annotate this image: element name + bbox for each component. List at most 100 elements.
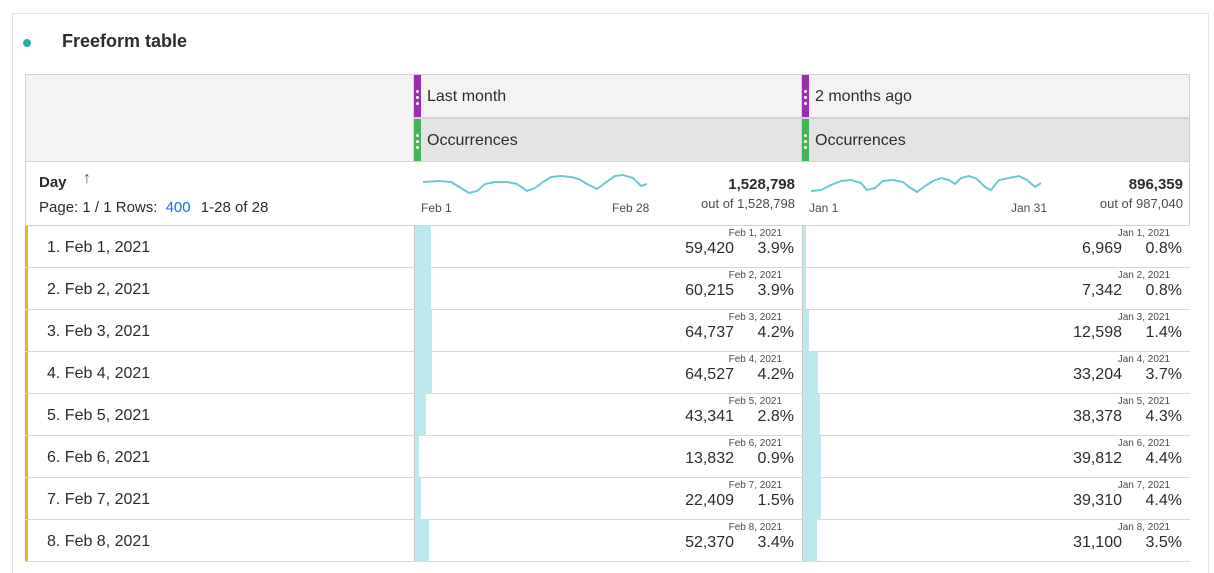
percent-bar xyxy=(803,394,820,436)
metric-cell[interactable]: Jan 2, 2021 7,342 0.8% xyxy=(802,268,1190,310)
percent-bar xyxy=(803,268,806,310)
row-accent-bar xyxy=(25,268,28,309)
cell-value: 43,341 xyxy=(685,408,734,425)
cell-date-label: Feb 2, 2021 xyxy=(728,270,782,281)
column-summary-2-months-ago: Jan 1 Jan 31 896,359 out of 987,040 xyxy=(803,162,1191,226)
percent-bar xyxy=(415,520,429,562)
row-dimension-label[interactable]: 7. Feb 7, 2021 xyxy=(47,491,151,508)
row-accent-bar xyxy=(25,394,28,435)
metric-cell[interactable]: Feb 5, 2021 43,341 2.8% xyxy=(414,394,802,436)
row-accent-bar xyxy=(25,310,28,351)
cell-date-label: Feb 7, 2021 xyxy=(728,480,782,491)
cell-value: 52,370 xyxy=(685,534,734,551)
sparkline xyxy=(422,173,648,195)
freeform-table-panel: Freeform table Last month Occurrences 2 … xyxy=(12,13,1209,573)
cell-percent: 4.2% xyxy=(757,366,794,383)
cell-percent: 3.4% xyxy=(757,534,794,551)
segment-label: Last month xyxy=(427,88,507,105)
metric-cell[interactable]: Feb 4, 2021 64,527 4.2% xyxy=(414,352,802,394)
segment-header-last-month[interactable]: Last month xyxy=(414,74,802,118)
segment-label: 2 months ago xyxy=(815,88,912,105)
column-separator xyxy=(802,310,803,351)
table-row[interactable]: 8. Feb 8, 2021 Feb 8, 2021 52,370 3.4% Jan 8… xyxy=(25,520,1190,562)
drag-handle-icon[interactable] xyxy=(414,119,421,161)
metric-cell[interactable]: Feb 1, 2021 59,420 3.9% xyxy=(414,226,802,268)
column-separator xyxy=(414,478,415,519)
row-dimension-label[interactable]: 5. Feb 5, 2021 xyxy=(47,407,151,424)
metric-cell[interactable]: Jan 3, 2021 12,598 1.4% xyxy=(802,310,1190,352)
rows-label: Rows: xyxy=(115,199,158,216)
column-separator xyxy=(414,436,415,477)
cell-date-label: Jan 8, 2021 xyxy=(1117,522,1170,533)
cell-value: 6,969 xyxy=(1081,240,1122,257)
metric-cell[interactable]: Jan 4, 2021 33,204 3.7% xyxy=(802,352,1190,394)
row-dimension-label[interactable]: 4. Feb 4, 2021 xyxy=(47,365,151,382)
metric-cell[interactable]: Feb 6, 2021 13,832 0.9% xyxy=(414,436,802,478)
sort-ascending-icon[interactable]: ↑ xyxy=(83,170,91,187)
row-dimension-label[interactable]: 2. Feb 2, 2021 xyxy=(47,281,151,298)
cell-value: 60,215 xyxy=(685,282,734,299)
metric-cell[interactable]: Jan 1, 2021 6,969 0.8% xyxy=(802,226,1190,268)
row-dimension-label[interactable]: 1. Feb 1, 2021 xyxy=(47,239,151,256)
row-accent-bar xyxy=(25,478,28,519)
row-dimension-label[interactable]: 8. Feb 8, 2021 xyxy=(47,533,151,550)
drag-handle-icon[interactable] xyxy=(802,119,809,161)
sparkline-start-label: Jan 1 xyxy=(809,201,839,215)
percent-bar xyxy=(415,478,421,520)
cell-percent: 4.4% xyxy=(1145,492,1182,509)
drag-handle-icon[interactable] xyxy=(802,75,809,117)
metric-cell[interactable]: Jan 8, 2021 31,100 3.5% xyxy=(802,520,1190,562)
column-summary-last-month: Feb 1 Feb 28 1,528,798 out of 1,528,798 xyxy=(415,162,803,226)
panel-title[interactable]: Freeform table xyxy=(62,31,188,51)
cell-value: 64,527 xyxy=(685,366,734,383)
cell-percent: 0.8% xyxy=(1145,240,1182,257)
metric-header-occurrences[interactable]: Occurrences xyxy=(414,118,802,162)
percent-bar xyxy=(415,226,431,268)
cell-date-label: Feb 1, 2021 xyxy=(728,228,782,239)
table-row[interactable]: 6. Feb 6, 2021 Feb 6, 2021 13,832 0.9% Jan 6… xyxy=(25,436,1190,478)
cell-percent: 1.5% xyxy=(757,492,794,509)
metric-cell[interactable]: Feb 7, 2021 22,409 1.5% xyxy=(414,478,802,520)
row-dimension-label[interactable]: 6. Feb 6, 2021 xyxy=(47,449,151,466)
sparkline-line xyxy=(810,174,1042,194)
column-separator xyxy=(802,268,803,309)
column-separator xyxy=(802,226,803,267)
cell-value: 7,342 xyxy=(1081,282,1122,299)
drag-handle-icon[interactable] xyxy=(414,75,421,117)
segment-header-2-months-ago[interactable]: 2 months ago xyxy=(802,74,1190,118)
column-total: 896,359 xyxy=(1128,176,1183,193)
metric-cell[interactable]: Feb 8, 2021 52,370 3.4% xyxy=(414,520,802,562)
cell-value: 39,310 xyxy=(1073,492,1122,509)
metric-header-occurrences[interactable]: Occurrences xyxy=(802,118,1190,162)
metric-cell[interactable]: Feb 2, 2021 60,215 3.9% xyxy=(414,268,802,310)
cell-date-label: Jan 2, 2021 xyxy=(1117,270,1170,281)
row-dimension-label[interactable]: 3. Feb 3, 2021 xyxy=(47,323,151,340)
column-separator xyxy=(414,268,415,309)
metric-cell[interactable]: Jan 5, 2021 38,378 4.3% xyxy=(802,394,1190,436)
rows-per-page-link[interactable]: 400 xyxy=(165,199,191,216)
metric-cell[interactable]: Feb 3, 2021 64,737 4.2% xyxy=(414,310,802,352)
cell-percent: 1.4% xyxy=(1145,324,1182,341)
table-row[interactable]: 5. Feb 5, 2021 Feb 5, 2021 43,341 2.8% Jan 5… xyxy=(25,394,1190,436)
row-accent-bar xyxy=(25,520,28,561)
cell-date-label: Feb 5, 2021 xyxy=(728,396,782,407)
table-row[interactable]: 2. Feb 2, 2021 Feb 2, 2021 60,215 3.9% Jan 2… xyxy=(25,268,1190,310)
dimension-title[interactable]: Day xyxy=(39,174,67,191)
table-row[interactable]: 4. Feb 4, 2021 Feb 4, 2021 64,527 4.2% Jan 4… xyxy=(25,352,1190,394)
metric-cell[interactable]: Jan 7, 2021 39,310 4.4% xyxy=(802,478,1190,520)
cell-percent: 3.9% xyxy=(757,282,794,299)
metric-cell[interactable]: Jan 6, 2021 39,812 4.4% xyxy=(802,436,1190,478)
table-row[interactable]: 7. Feb 7, 2021 Feb 7, 2021 22,409 1.5% Jan 7… xyxy=(25,478,1190,520)
cell-value: 33,204 xyxy=(1073,366,1122,383)
cell-percent: 4.3% xyxy=(1145,408,1182,425)
cell-date-label: Jan 3, 2021 xyxy=(1117,312,1170,323)
percent-bar xyxy=(803,310,809,352)
table-row[interactable]: 3. Feb 3, 2021 Feb 3, 2021 64,737 4.2% Jan 3… xyxy=(25,310,1190,352)
cell-percent: 2.8% xyxy=(757,408,794,425)
percent-bar xyxy=(415,352,432,394)
column-separator xyxy=(802,394,803,435)
column-separator xyxy=(414,352,415,393)
cell-value: 64,737 xyxy=(685,324,734,341)
cell-value: 13,832 xyxy=(685,450,734,467)
table-row[interactable]: 1. Feb 1, 2021 Feb 1, 2021 59,420 3.9% Jan 1… xyxy=(25,226,1190,268)
